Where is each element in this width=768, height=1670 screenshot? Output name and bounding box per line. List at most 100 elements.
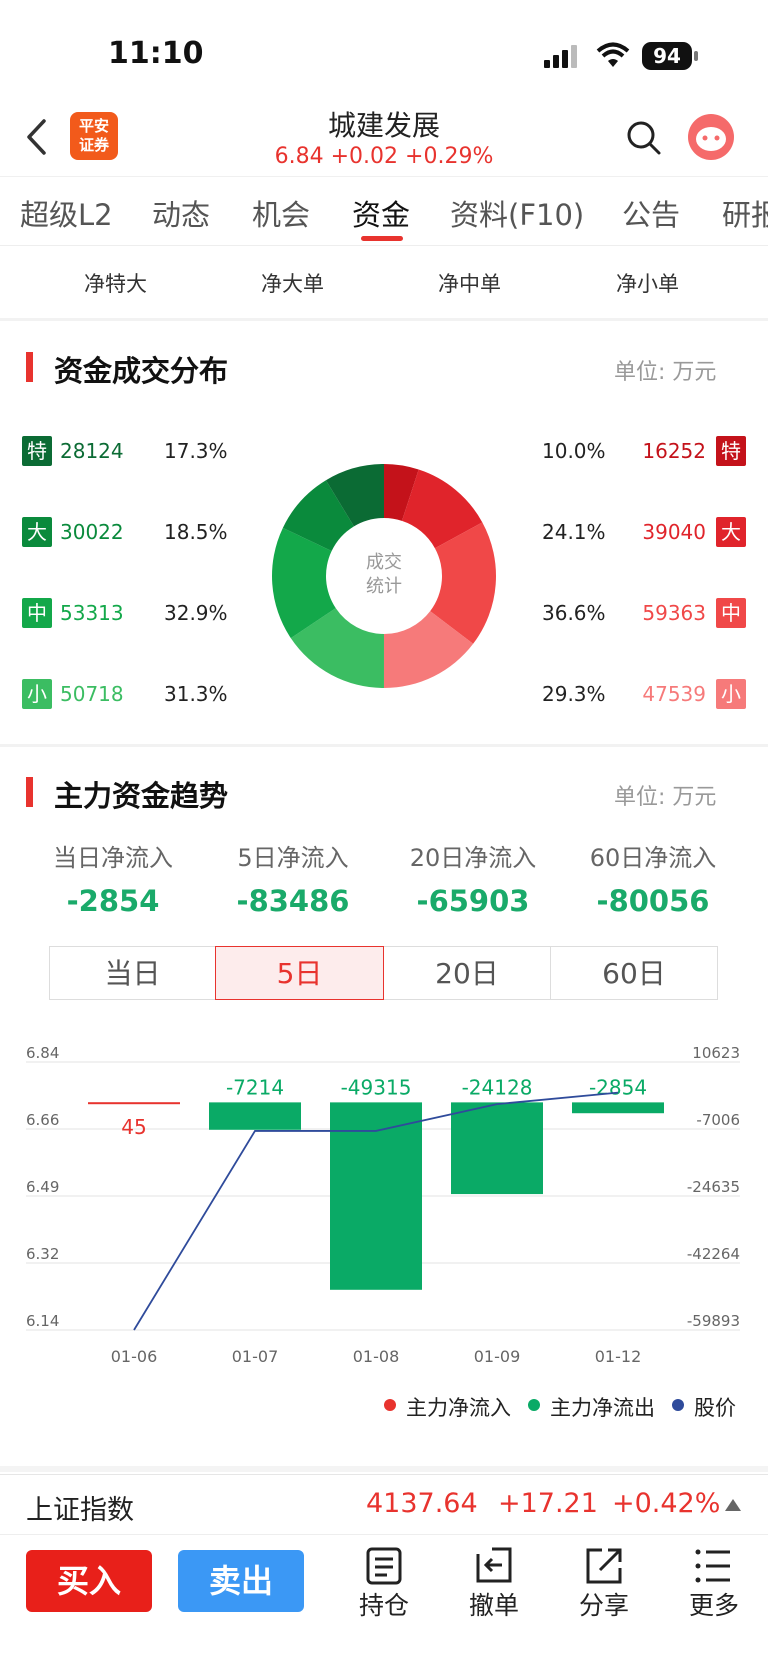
- inflow-pct: 29.3%: [542, 682, 606, 706]
- legend-inflow-dot: [384, 1399, 396, 1411]
- bar-value-label: 45: [121, 1115, 146, 1139]
- sell-button[interactable]: 卖出: [178, 1550, 304, 1612]
- index-price: 4137.64: [366, 1488, 478, 1519]
- subtab-large[interactable]: 净大单: [261, 272, 324, 296]
- tab-announcements[interactable]: 公告: [622, 198, 681, 232]
- tab-funds[interactable]: 资金: [352, 198, 411, 232]
- inflow-20d-label: 20日净流入: [409, 844, 537, 872]
- logo-line2: 证券: [78, 136, 109, 154]
- right-axis-tick: -59893: [687, 1312, 740, 1330]
- left-axis-tick: 6.32: [26, 1245, 59, 1263]
- inflow-pct: 24.1%: [542, 520, 606, 544]
- cancel-order-icon[interactable]: [454, 1546, 534, 1586]
- bar-value-label: -24128: [462, 1075, 533, 1099]
- battery-tip: [694, 51, 698, 61]
- logo-line1: 平安: [78, 117, 109, 135]
- donut-slice: [325, 464, 384, 527]
- legend-outflow-label: 主力净流出: [550, 1396, 655, 1420]
- left-axis-tick: 6.49: [26, 1178, 59, 1196]
- outflow-pct: 32.9%: [164, 601, 228, 625]
- legend-inflow-label: 主力净流入: [406, 1396, 511, 1420]
- section-marker: [26, 777, 33, 807]
- left-axis-tick: 6.84: [26, 1044, 59, 1062]
- period-today-button[interactable]: 当日: [49, 946, 216, 1000]
- holdings-icon[interactable]: [344, 1546, 424, 1586]
- index-ticker-bar[interactable]: [0, 1474, 768, 1535]
- expand-up-icon[interactable]: [724, 1498, 742, 1512]
- left-axis-tick: 6.14: [26, 1312, 59, 1330]
- more-menu-icon[interactable]: [674, 1546, 754, 1586]
- search-icon[interactable]: [626, 120, 662, 156]
- battery-indicator: 94: [642, 42, 692, 70]
- donut-slice: [282, 480, 354, 552]
- back-arrow-icon[interactable]: [24, 118, 48, 156]
- outflow-value: 53313: [60, 601, 124, 625]
- subtab-small[interactable]: 净小单: [616, 272, 679, 296]
- more-label[interactable]: 更多: [688, 1591, 739, 1620]
- legend-price-label: 股价: [694, 1396, 736, 1420]
- donut-slice: [430, 522, 496, 644]
- inflow-20d-value: -65903: [416, 884, 530, 918]
- share-label[interactable]: 分享: [578, 1591, 629, 1620]
- share-icon[interactable]: [564, 1546, 644, 1586]
- inflow-pct: 10.0%: [542, 439, 606, 463]
- donut-slice: [290, 608, 384, 688]
- distribution-donut-chart: [272, 464, 496, 688]
- tab-level2[interactable]: 超级L2: [20, 198, 113, 232]
- cancel-order-label[interactable]: 撤单: [468, 1591, 519, 1620]
- wifi-icon: [596, 42, 630, 67]
- distribution-unit: 单位: 万元: [614, 360, 717, 385]
- flow-bar: [88, 1102, 180, 1105]
- price-line: [133, 1091, 619, 1331]
- subtab-medium[interactable]: 净中单: [438, 272, 501, 296]
- buy-button[interactable]: 买入: [26, 1550, 152, 1612]
- x-axis-tick: 01-07: [232, 1347, 279, 1366]
- distribution-title: 资金成交分布: [54, 354, 229, 388]
- donut-center-line2: 统计: [366, 576, 402, 597]
- tab-opportunity[interactable]: 机会: [252, 198, 311, 232]
- outflow-pct: 31.3%: [164, 682, 228, 706]
- bar-value-label: -49315: [341, 1075, 412, 1099]
- bar-value-label: -7214: [226, 1075, 284, 1099]
- period-20d-button[interactable]: 20日: [383, 946, 551, 1000]
- tab-news[interactable]: 动态: [152, 198, 211, 232]
- left-axis-tick: 6.66: [26, 1111, 59, 1129]
- index-change: +17.21: [498, 1488, 598, 1519]
- flow-bar: [572, 1102, 664, 1114]
- subtab-super-large[interactable]: 净特大: [84, 272, 147, 296]
- inflow-pct: 36.6%: [542, 601, 606, 625]
- status-time: 11:10: [108, 36, 204, 71]
- index-name: 上证指数: [26, 1495, 134, 1526]
- signal-icon: [544, 45, 577, 68]
- trend-title: 主力资金趋势: [54, 779, 229, 813]
- status-bar: 11:10 94: [0, 0, 768, 100]
- inflow-value: 39040: [642, 520, 706, 544]
- tab-research-label: 研报: [722, 198, 768, 232]
- section-divider: [0, 1466, 768, 1472]
- flow-bar: [451, 1102, 543, 1195]
- donut-slice: [383, 611, 474, 688]
- period-5d-button[interactable]: 5日: [215, 946, 384, 1000]
- stock-name: 城建发展: [327, 109, 440, 142]
- tab-research[interactable]: 研报: [722, 192, 768, 234]
- tab-profile[interactable]: 资料(F10): [450, 198, 585, 232]
- right-axis-tick: -7006: [696, 1111, 740, 1129]
- flow-bar: [330, 1102, 422, 1290]
- inflow-badge: 中: [716, 598, 746, 628]
- bar-value-label: -2854: [589, 1075, 647, 1099]
- period-60d-button[interactable]: 60日: [550, 946, 718, 1000]
- inflow-60d-value: -80056: [596, 884, 710, 918]
- holdings-label[interactable]: 持仓: [358, 1591, 409, 1620]
- donut-center-line1: 成交: [366, 552, 402, 573]
- active-tab-indicator: [361, 236, 403, 241]
- right-axis-tick: -24635: [687, 1178, 740, 1196]
- assistant-avatar[interactable]: [688, 114, 734, 160]
- outflow-value: 30022: [60, 520, 124, 544]
- inflow-badge: 大: [716, 517, 746, 547]
- x-axis-tick: 01-08: [353, 1347, 400, 1366]
- tab-bar: [0, 176, 768, 246]
- inflow-60d-label: 60日净流入: [589, 844, 717, 872]
- inflow-5d-value: -83486: [236, 884, 350, 918]
- donut-center-label: 成交 统计: [334, 551, 434, 599]
- right-axis-tick: -42264: [687, 1245, 740, 1263]
